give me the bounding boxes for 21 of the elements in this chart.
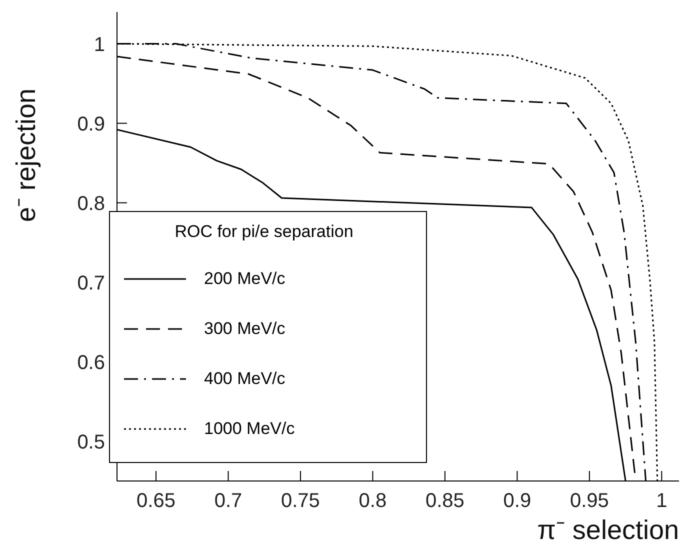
x-tick-label: 1: [656, 490, 668, 512]
y-tick-label: 1: [94, 34, 105, 56]
x-tick-label: 0.85: [425, 490, 464, 512]
legend-label: 1000 MeV/c: [204, 419, 295, 439]
legend-title: ROC for pi/e separation: [174, 222, 354, 242]
y-tick-label: 0.9: [77, 113, 105, 136]
x-tick-label: 0.8: [358, 490, 387, 512]
y-tick-label: 0.8: [77, 192, 105, 215]
x-axis-title: π⁻ selection: [537, 515, 679, 545]
x-tick-label: 0.65: [136, 490, 176, 512]
y-tick-label: 0.7: [77, 272, 105, 294]
legend-label: 300 MeV/c: [204, 319, 286, 339]
legend-label: 400 MeV/c: [204, 369, 286, 389]
y-tick-label: 0.5: [77, 431, 105, 454]
x-tick-label: 0.9: [503, 490, 532, 512]
legend-label: 200 MeV/c: [204, 269, 286, 289]
x-tick-label: 0.7: [214, 490, 242, 512]
y-tick-label: 0.6: [77, 352, 105, 374]
x-tick-label: 0.75: [281, 490, 320, 512]
y-axis-title: e⁻ rejection: [10, 88, 41, 222]
x-tick-label: 0.95: [570, 490, 609, 512]
